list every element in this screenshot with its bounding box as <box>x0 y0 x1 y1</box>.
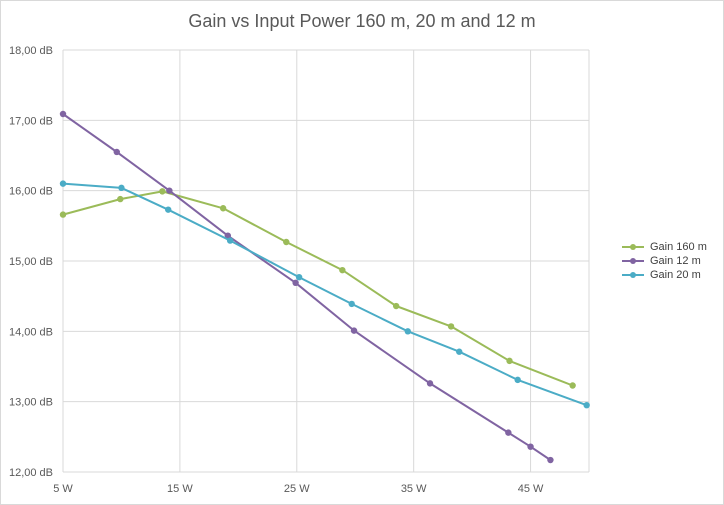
data-point-gain-160-m <box>219 205 227 212</box>
legend-swatch <box>622 256 644 266</box>
data-point-gain-12-m <box>113 148 120 156</box>
data-point-gain-160-m <box>59 211 67 218</box>
data-point-gain-20-m <box>348 300 355 308</box>
y-tick-label: 12,00 dB <box>9 467 53 479</box>
data-point-gain-20-m <box>165 206 172 213</box>
data-point-gain-20-m <box>583 401 590 409</box>
legend-swatch <box>622 270 644 280</box>
legend-swatch <box>622 242 644 252</box>
data-point-gain-20-m <box>226 237 234 244</box>
y-tick-label: 18,00 dB <box>9 45 53 57</box>
data-point-gain-12-m <box>426 380 434 387</box>
legend: Gain 160 m Gain 12 m Gain 20 m <box>622 240 707 282</box>
y-tick-label: 13,00 dB <box>9 397 53 409</box>
data-point-gain-160-m <box>569 382 576 389</box>
grid-layer <box>62 49 590 473</box>
data-point-gain-160-m <box>447 323 455 330</box>
y-tick-label: 17,00 dB <box>9 115 53 127</box>
legend-label: Gain 160 m <box>650 241 707 253</box>
x-tick-label: 5 W <box>53 483 73 495</box>
series-line-gain-160-m <box>62 190 573 387</box>
data-point-gain-20-m <box>514 376 521 384</box>
data-point-gain-12-m <box>224 232 232 239</box>
legend-label: Gain 20 m <box>650 269 701 281</box>
data-point-gain-160-m <box>117 195 124 203</box>
series-line-gain-20-m <box>62 182 588 407</box>
series-line-gain-12-m <box>62 113 551 461</box>
y-tick-label: 14,00 dB <box>9 326 53 338</box>
y-tick-label: 16,00 dB <box>9 186 53 198</box>
data-point-gain-160-m <box>283 238 290 246</box>
axis-layer: 12,00 dB 13,00 dB 14,00 dB 15,00 dB 16,00 dB… <box>9 45 544 495</box>
data-point-gain-160-m <box>392 302 400 310</box>
data-point-gain-20-m <box>295 273 303 281</box>
data-point-gain-12-m <box>59 110 67 118</box>
data-point-gain-12-m <box>350 327 358 334</box>
legend-item-gain-20-m: Gain 20 m <box>622 268 707 282</box>
series-layer <box>59 110 590 464</box>
legend-label: Gain 12 m <box>650 255 701 267</box>
chart-title: Gain vs Input Power 160 m, 20 m and 12 m <box>188 11 536 31</box>
data-point-gain-12-m <box>505 429 512 436</box>
x-tick-label: 15 W <box>167 483 193 495</box>
data-point-gain-20-m <box>118 184 125 192</box>
data-point-gain-20-m <box>456 348 463 355</box>
data-point-gain-12-m <box>547 456 554 464</box>
data-point-gain-20-m <box>59 180 67 187</box>
legend-item-gain-12-m: Gain 12 m <box>622 254 707 268</box>
data-point-gain-160-m <box>339 266 346 274</box>
data-point-gain-20-m <box>404 328 412 335</box>
x-tick-label: 35 W <box>401 483 427 495</box>
data-point-gain-12-m <box>166 187 173 194</box>
x-tick-label: 25 W <box>284 483 310 495</box>
x-tick-label: 45 W <box>518 483 544 495</box>
legend-item-gain-160-m: Gain 160 m <box>622 240 707 254</box>
data-point-gain-12-m <box>527 443 534 450</box>
data-point-gain-12-m <box>292 279 299 287</box>
y-tick-label: 15,00 dB <box>9 256 53 268</box>
data-point-gain-160-m <box>159 188 166 195</box>
data-point-gain-160-m <box>506 357 513 365</box>
